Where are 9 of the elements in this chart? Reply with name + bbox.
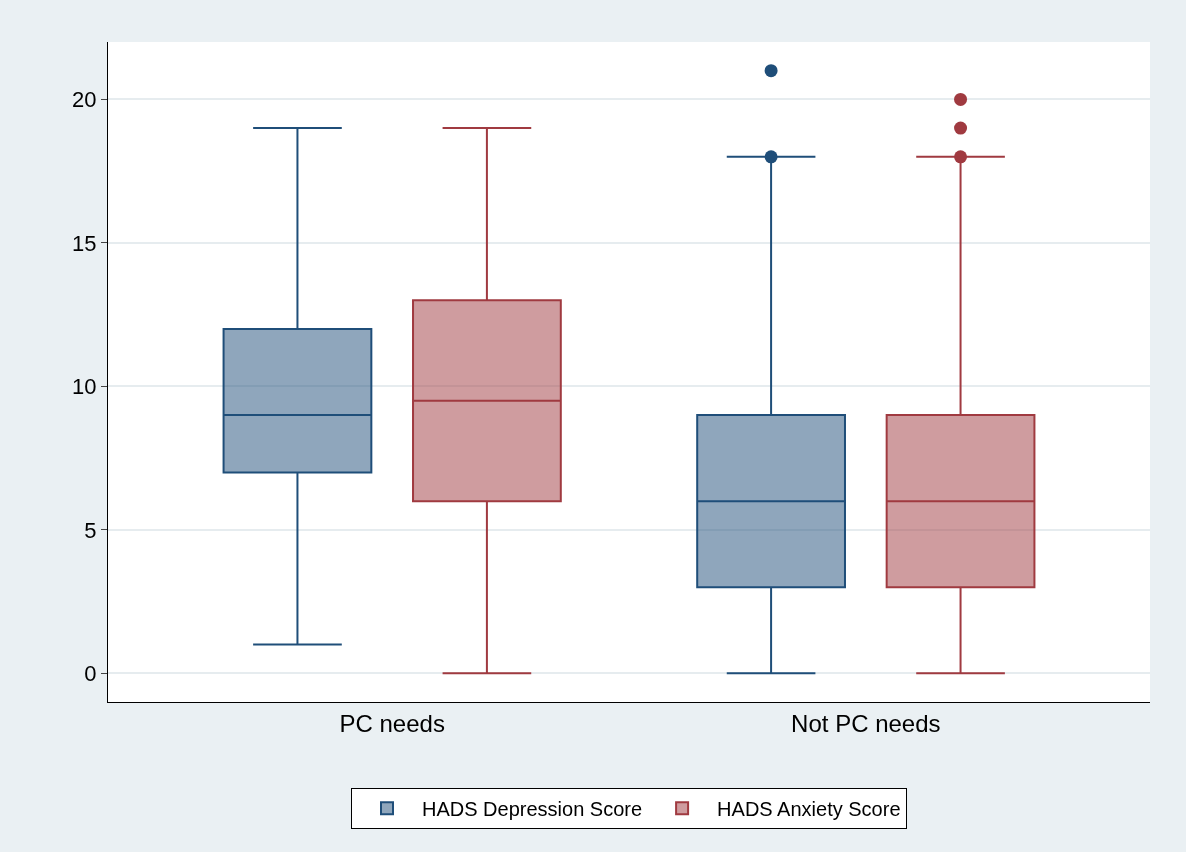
legend-label: HADS Depression Score <box>422 798 643 821</box>
y-tick-label: 10 <box>72 374 97 400</box>
y-tick-label: 15 <box>72 230 97 256</box>
y-tick-label: 0 <box>84 661 97 686</box>
x-tick-label: Not PC needs <box>791 709 941 737</box>
y-tick-label: 5 <box>84 517 97 543</box>
legend-label: HADS Anxiety Score <box>717 798 901 821</box>
x-tick-label: PC needs <box>339 709 445 737</box>
y-tick-label: 20 <box>72 87 97 113</box>
